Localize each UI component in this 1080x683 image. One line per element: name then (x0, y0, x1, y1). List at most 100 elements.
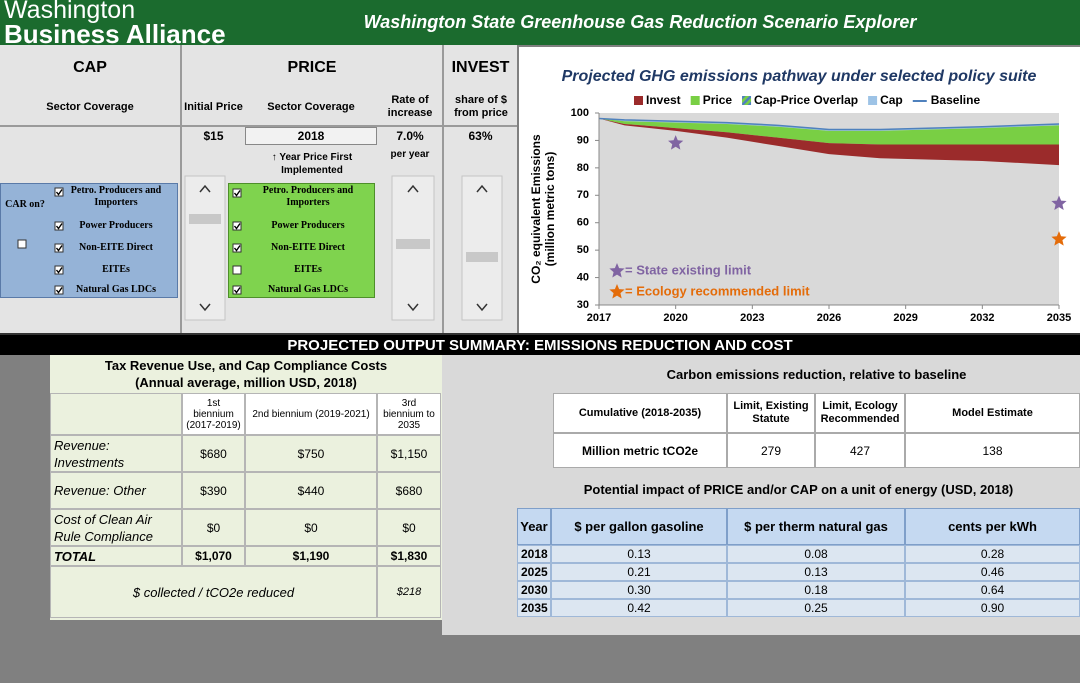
tax-header: 2nd biennium (2019-2021) (245, 393, 377, 435)
y-tick-label: 30 (577, 299, 589, 311)
y-axis-label: CO₂ equivalent Emissions (529, 134, 543, 284)
chart-title: Projected GHG emissions pathway under se… (562, 68, 1037, 85)
divider (0, 125, 517, 127)
x-tick-label: 2026 (817, 312, 841, 324)
price-sector-panel (228, 183, 375, 298)
app-title: Washington State Greenhouse Gas Reductio… (363, 11, 917, 32)
price-sector-label: Non-EITE Direct (271, 242, 345, 253)
first-year-note: ↑ Year Price First Implemented (271, 152, 353, 176)
energy-title: Potential impact of PRICE and/or CAP on … (583, 481, 1014, 497)
energy-header: cents per kWh (905, 508, 1080, 545)
initial-price: $15 (203, 128, 224, 143)
reduction-row-label: Million metric tCO2e (553, 433, 727, 468)
energy-year: 2025 (517, 563, 551, 581)
reduction-header: Limit, Existing Statute (727, 393, 815, 433)
legend-label: Baseline (931, 93, 981, 107)
legend-swatch (690, 96, 700, 105)
rate-unit: per year (390, 148, 430, 160)
tax-cell: $1,830 (377, 546, 441, 566)
logo-line-1: Washington (4, 0, 136, 24)
y-tick-label: 90 (577, 134, 589, 146)
energy-cell: 0.13 (727, 563, 905, 581)
area-band (599, 118, 1059, 166)
y-tick-label: 100 (571, 107, 589, 119)
tax-cell: $1,150 (377, 435, 441, 472)
energy-year: 2030 (517, 581, 551, 599)
invest-title: INVEST (451, 59, 510, 76)
energy-cell: 0.46 (905, 563, 1080, 581)
tax-cell: $0 (377, 509, 441, 546)
initial-price-label: Initial Price (184, 100, 243, 113)
energy-header: $ per therm natural gas (727, 508, 905, 545)
price-sector-label: EITEs (294, 264, 322, 275)
legend-label: Cap-Price Overlap (754, 93, 858, 107)
limit-legend-label: = State existing limit (625, 262, 752, 277)
price-sector-label: Petro. Producers and Importers (262, 185, 354, 208)
reduction-cell: 138 (905, 433, 1080, 468)
legend-label: Invest (646, 93, 681, 107)
legend-swatch (742, 96, 752, 105)
area-band (599, 118, 1059, 145)
reduction-header: Cumulative (2018-2035) (553, 393, 727, 433)
energy-cell: 0.25 (727, 599, 905, 617)
energy-cell: 0.30 (551, 581, 727, 599)
limit-legend-star (609, 263, 625, 278)
tax-title: Tax Revenue Use, and Cap Compliance Cost… (104, 357, 388, 373)
divider (180, 45, 182, 333)
car-label: CAR on? (5, 198, 45, 210)
x-tick-label: 2017 (587, 312, 611, 324)
tax-cell: $1,070 (182, 546, 245, 566)
tax-row-label: Cost of Clean Air Rule Compliance (50, 509, 182, 546)
cap-sector-label: Power Producers (79, 220, 153, 231)
tax-cell: $0 (182, 509, 245, 546)
reduction-header: Limit, Ecology Recommended (815, 393, 905, 433)
energy-header: Year (517, 508, 551, 545)
y-tick-label: 50 (577, 244, 589, 256)
energy-year: 2035 (517, 599, 551, 617)
limit-star (1051, 195, 1067, 210)
summary-banner: PROJECTED OUTPUT SUMMARY: EMISSIONS REDU… (0, 335, 1080, 355)
legend-swatch (868, 96, 878, 105)
energy-cell: 0.21 (551, 563, 727, 581)
y-tick-label: 70 (577, 189, 589, 201)
reduction-cell: 427 (815, 433, 905, 468)
legend-label: Cap (880, 93, 903, 107)
cap-sector-label: EITEs (102, 264, 130, 275)
divider (442, 45, 444, 333)
reduction-header: Model Estimate (905, 393, 1080, 433)
tax-footer-value: $218 (377, 566, 441, 618)
energy-cell: 0.28 (905, 545, 1080, 563)
x-tick-label: 2020 (663, 312, 687, 324)
logo-line-2: Business Alliance (4, 19, 226, 49)
energy-year: 2018 (517, 545, 551, 563)
reduction-cell: 279 (727, 433, 815, 468)
price-sector-label: Power Producers (271, 220, 345, 231)
energy-cell: 0.18 (727, 581, 905, 599)
energy-cell: 0.90 (905, 599, 1080, 617)
tax-cell: $390 (182, 472, 245, 509)
limit-star (668, 135, 684, 150)
energy-cell: 0.64 (905, 581, 1080, 599)
x-tick-label: 2035 (1047, 312, 1071, 324)
cap-title: CAP (73, 59, 107, 76)
reduction-title: Carbon emissions reduction, relative to … (666, 366, 967, 382)
tax-cell: $440 (245, 472, 377, 509)
tax-row-label: Revenue: Other (50, 472, 182, 509)
tax-footer-label: $ collected / tCO2e reduced (50, 566, 377, 618)
price-title: PRICE (287, 59, 337, 76)
cap-coverage-label: Sector Coverage (46, 100, 134, 113)
rate-label: Rate of increase (387, 94, 433, 119)
share: 63% (468, 128, 493, 143)
cap-sector-label: Petro. Producers and Importers (70, 185, 162, 208)
first-year[interactable]: 2018 (245, 127, 377, 145)
tax-header: 1st biennium (2017-2019) (182, 393, 245, 435)
legend-swatch (634, 96, 643, 105)
price-sector-label: Natural Gas LDCs (267, 284, 348, 295)
energy-cell: 0.13 (551, 545, 727, 563)
header-bar (0, 0, 1080, 45)
x-tick-label: 2029 (893, 312, 917, 324)
tax-header: 3rd biennium to 2035 (377, 393, 441, 435)
tax-cell: $750 (245, 435, 377, 472)
tax-header-blank (50, 393, 182, 435)
